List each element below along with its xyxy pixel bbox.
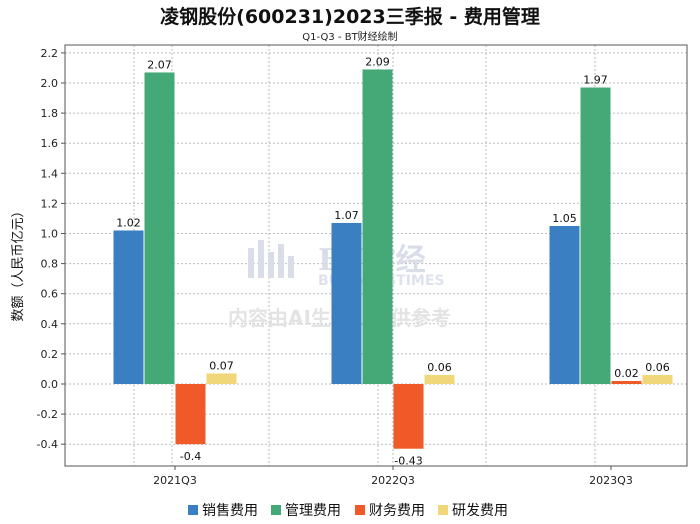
bars (113, 69, 673, 449)
data-label: 1.02 (116, 216, 141, 229)
y-tick-label: 1.8 (41, 107, 59, 120)
bar-1-3 (424, 374, 455, 384)
y-tick-label: 0.6 (41, 288, 59, 301)
axes: -0.4 -0.2 0.0 0.2 0.4 0.6 0.8 1.0 1.2 1.4 1.6 1.8 2.… (37, 44, 688, 487)
y-tick-label: 0.8 (41, 258, 59, 271)
y-axis-label: 数额（人民币亿元） (11, 204, 26, 321)
data-label: 1.97 (583, 74, 608, 87)
bar-2-1 (580, 87, 611, 384)
y-tick-label: -0.4 (37, 438, 58, 451)
data-label: -0.4 (180, 450, 201, 463)
x-tick-label: 2021Q3 (153, 474, 197, 487)
plot-frame (64, 44, 688, 467)
bar-2-0 (549, 225, 580, 384)
bar-0-0 (113, 230, 144, 384)
y-tick-label: 1.4 (41, 167, 59, 180)
data-label: 0.06 (645, 361, 670, 374)
x-tick-label: 2022Q3 (371, 474, 415, 487)
data-label: 0.02 (614, 367, 639, 380)
legend-swatch (271, 505, 281, 515)
bar-0-3 (206, 373, 237, 384)
legend-swatch (355, 505, 365, 515)
legend: 销售费用 管理费用 财务费用 研发费用 (188, 503, 508, 519)
y-tick-label: 2.2 (41, 47, 59, 60)
y-tick-label: 0.0 (41, 378, 59, 391)
legend-label: 研发费用 (452, 503, 508, 519)
data-label: 1.07 (334, 209, 359, 222)
bar-0-1 (144, 72, 175, 384)
y-tick-label: 2.0 (41, 77, 59, 90)
y-tick-label: 1.6 (41, 137, 59, 150)
data-label: 1.05 (552, 212, 577, 225)
legend-swatch (438, 505, 448, 515)
watermark-logo-icon (248, 240, 294, 278)
bar-1-1 (362, 69, 393, 384)
y-tick-label: 0.4 (41, 318, 59, 331)
legend-label: 管理费用 (285, 503, 341, 519)
y-tick-label: 1.2 (41, 197, 59, 210)
bar-1-2 (393, 384, 424, 449)
data-labels: 1.02 2.07 -0.4 0.07 1.07 2.09 -0.43 0.06 1.05 1.9… (116, 55, 670, 467)
y-tick-label: 0.2 (41, 348, 59, 361)
data-label: -0.43 (394, 455, 422, 468)
y-tick-label: 1.0 (41, 228, 59, 241)
legend-label: 财务费用 (369, 503, 425, 519)
data-label: 2.07 (147, 58, 172, 71)
bar-0-2 (175, 384, 206, 445)
data-label: 0.07 (209, 359, 234, 372)
data-label: 2.09 (365, 55, 390, 68)
chart-title: 凌钢股份(600231)2023三季报 - 费用管理 (160, 6, 540, 28)
x-tick-label: 2023Q3 (589, 474, 633, 487)
data-label: 0.06 (427, 361, 452, 374)
y-tick-label: -0.2 (37, 408, 58, 421)
bar-2-2 (611, 380, 642, 384)
bar-2-3 (642, 374, 673, 384)
chart-subtitle: Q1-Q3 - BT财经绘制 (302, 32, 398, 43)
legend-label: 销售费用 (202, 503, 258, 519)
legend-swatch (188, 505, 198, 515)
bar-1-0 (331, 222, 362, 384)
